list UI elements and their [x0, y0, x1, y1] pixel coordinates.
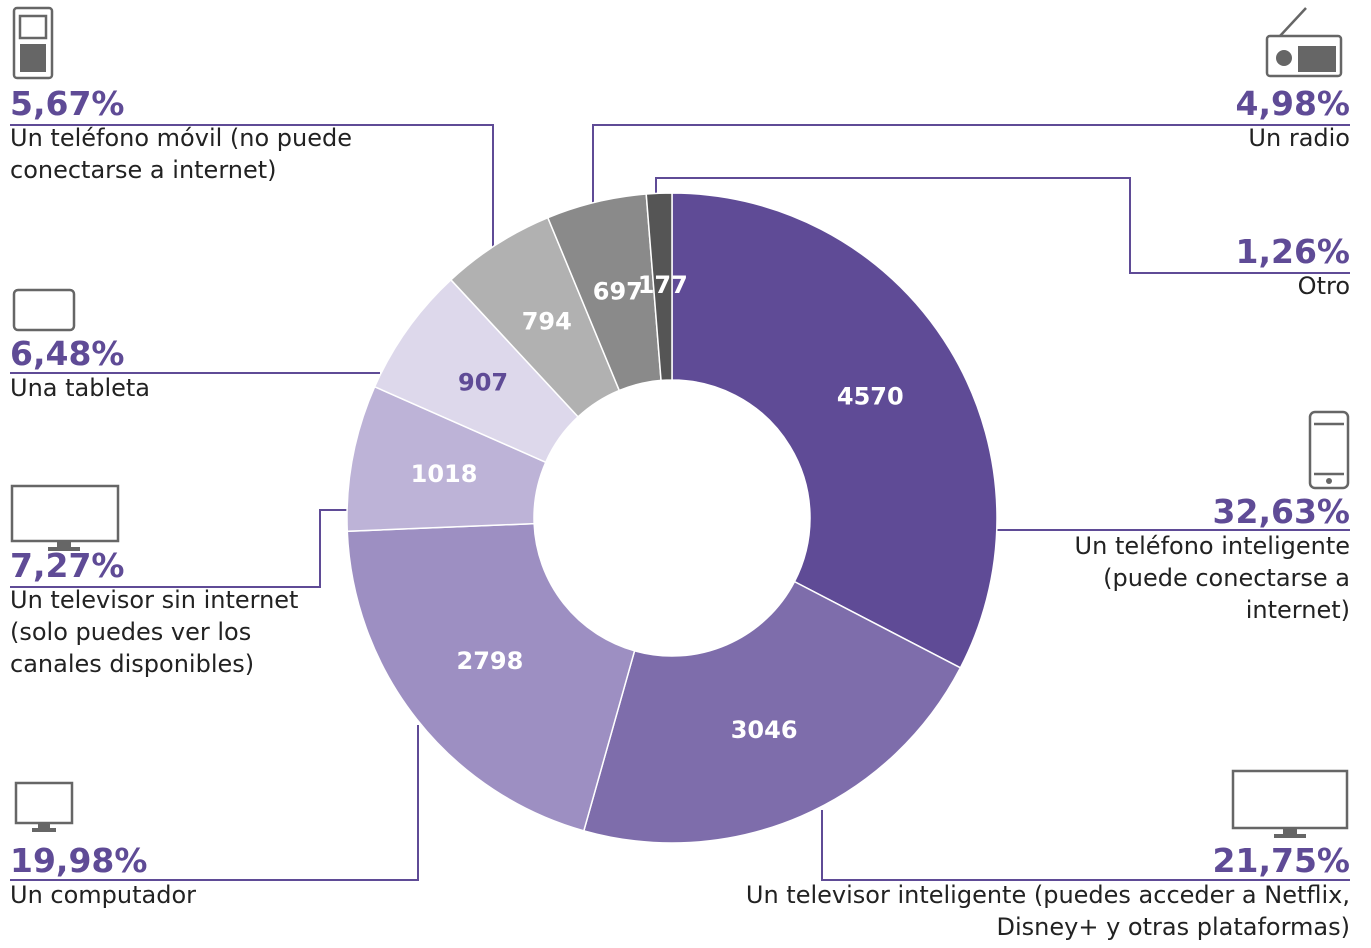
donut-slice	[346, 522, 636, 832]
category-label: Un teléfono móvil (no puede conectarse a…	[10, 124, 352, 184]
category-label: Un teléfono inteligente (puede conectars…	[1074, 532, 1350, 624]
value-label: 1018	[411, 460, 478, 488]
percent-label: 4,98%	[1235, 84, 1351, 123]
donut-slice	[645, 192, 673, 382]
category-label: Un computador	[10, 881, 197, 909]
value-label: 907	[458, 368, 508, 396]
value-label: 2798	[457, 647, 524, 675]
slice-label: 19,98% Un computador	[10, 843, 410, 911]
percent-label: 5,67%	[10, 84, 125, 123]
leader-lines	[10, 124, 1350, 881]
slice-label: 6,48% Una tableta	[10, 336, 370, 404]
donut-slice	[582, 580, 962, 844]
slice-label: 5,67% Un teléfono móvil (no puede conecta…	[10, 86, 410, 186]
percent-label: 1,26%	[1235, 232, 1351, 271]
category-label: Un televisor inteligente (puedes acceder…	[745, 881, 1350, 941]
value-label: 794	[522, 308, 572, 336]
value-label: 4570	[837, 383, 904, 411]
category-label: Una tableta	[10, 374, 151, 402]
donut-slice	[671, 192, 998, 669]
slice-label: 4,98% Un radio	[1050, 84, 1351, 154]
icons	[10, 6, 1350, 838]
category-label: Otro	[1297, 272, 1350, 300]
slice-label: 32,63% Un teléfono inteligente (puede con…	[1020, 494, 1350, 626]
value-label: 177	[638, 271, 688, 299]
percent-label: 7,27%	[10, 546, 125, 585]
category-label: Un radio	[1248, 124, 1350, 152]
percent-label: 19,98%	[10, 841, 148, 880]
percent-label: 21,75%	[1212, 841, 1350, 880]
percent-label: 6,48%	[10, 334, 125, 373]
percent-label: 32,63%	[1212, 492, 1350, 531]
category-label: Un televisor sin internet (solo puedes v…	[10, 586, 299, 678]
value-label: 3046	[731, 716, 798, 744]
value-label: 697	[593, 277, 643, 305]
slice-label: 21,75% Un televisor inteligente (puedes a…	[650, 843, 1350, 943]
slice-label: 7,27% Un televisor sin internet (solo pue…	[10, 548, 330, 680]
slice-label: 1,26% Otro	[1050, 232, 1351, 302]
